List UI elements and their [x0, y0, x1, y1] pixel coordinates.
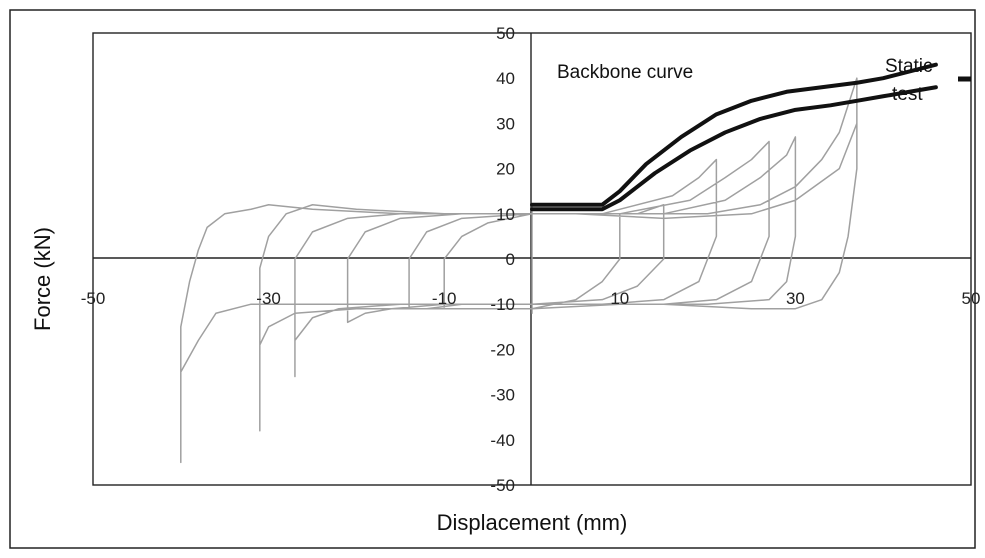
- static-test-annotation-line2: test: [892, 84, 923, 105]
- x-tick-label: -30: [256, 289, 281, 308]
- y-tick-label: -40: [490, 431, 515, 450]
- series-cyclic-test-line: [180, 77, 858, 464]
- x-axis-title: Displacement (mm): [437, 510, 628, 535]
- y-tick-label: 0: [506, 250, 515, 269]
- y-tick-label: 10: [496, 205, 515, 224]
- x-tick-label: 50: [962, 289, 981, 308]
- x-tick-label: 30: [786, 289, 805, 308]
- y-axis-title: Force (kN): [30, 227, 55, 331]
- y-tick-label: -30: [490, 386, 515, 405]
- series-layer: [180, 62, 938, 464]
- series-backbone-curve-line: [530, 62, 938, 207]
- tick-labels: 50 40 30 20 10 0 -10 -20 -30 -40 -50 -50 -30 -10 10 30 5…: [81, 24, 981, 495]
- y-tick-label: 40: [496, 69, 515, 88]
- y-tick-label: 20: [496, 160, 515, 179]
- y-tick-label: -20: [490, 340, 515, 359]
- series-static-test-line: [530, 85, 938, 212]
- y-tick-label: -10: [490, 295, 515, 314]
- y-tick-label: 30: [496, 114, 515, 133]
- static-test-annotation-line1: Static: [885, 56, 933, 77]
- backbone-curve-annotation: Backbone curve: [557, 62, 693, 83]
- y-tick-label: 50: [496, 24, 515, 43]
- plot-area: [92, 32, 972, 486]
- x-tick-label: -10: [432, 289, 457, 308]
- x-tick-label: -50: [81, 289, 106, 308]
- x-tick-label: 10: [610, 289, 629, 308]
- y-tick-label: -50: [490, 476, 515, 495]
- chart-frame: [9, 9, 976, 549]
